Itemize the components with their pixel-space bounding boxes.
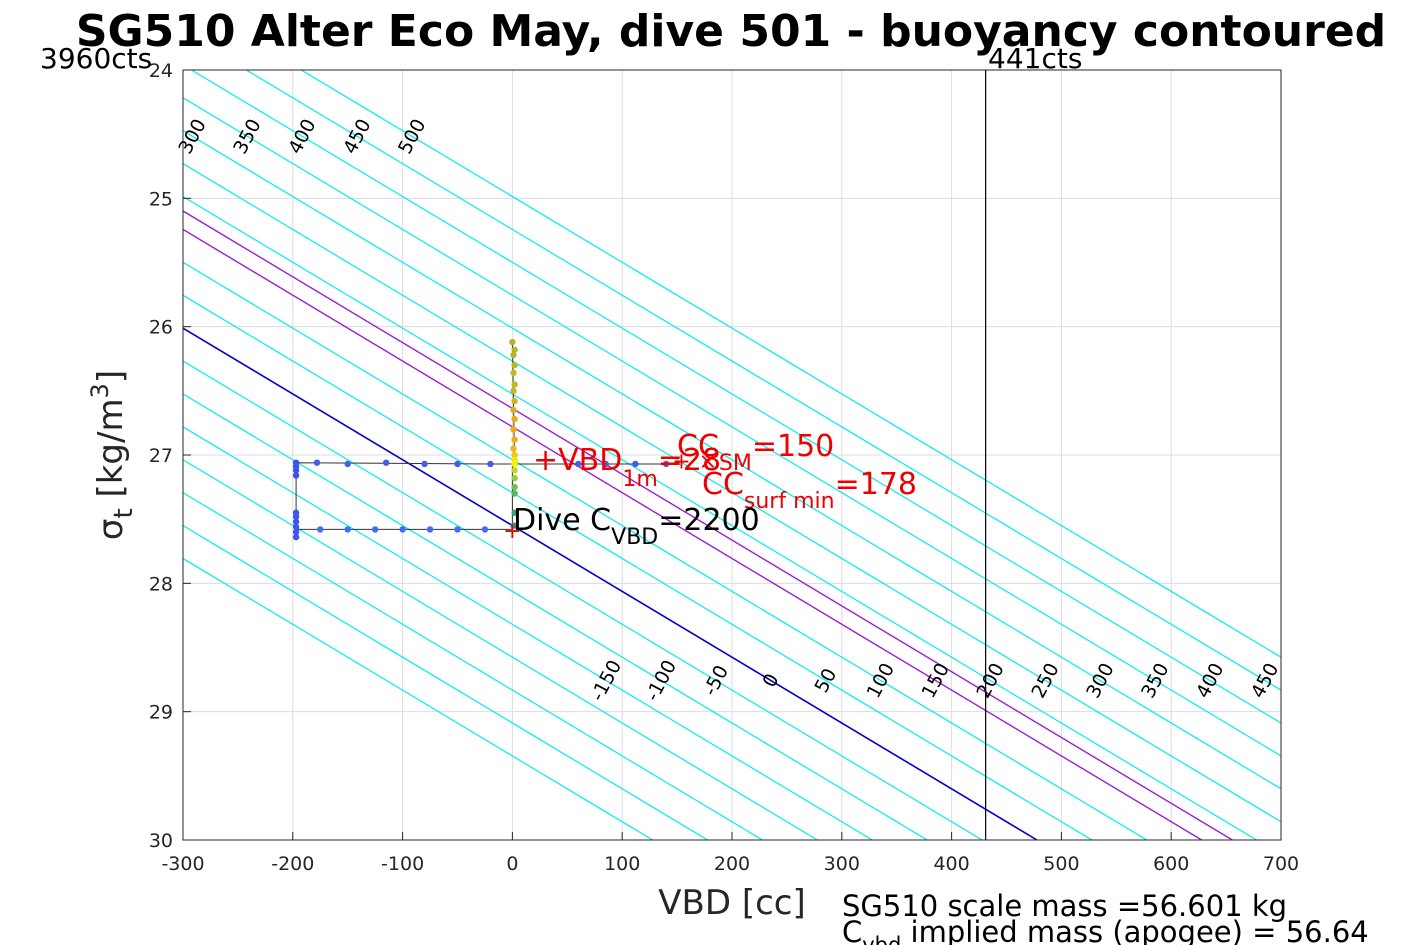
data-point [510,387,517,395]
buoyancy-contours [183,70,1281,840]
contour-line [301,70,1281,658]
data-point [511,361,518,369]
contour-line [183,228,1203,840]
data-point [292,523,300,531]
data-point [292,533,300,541]
data-point [421,460,428,468]
y-tick-label: 24 [149,60,173,82]
x-axis-label: VBD [cc] [658,883,806,923]
contour-line [183,426,873,840]
dive-cvbd-annotation: Dive CVBD=2200 [513,503,760,550]
contour-line [183,524,708,840]
y-tick-label: 27 [149,445,173,467]
data-point [454,460,461,468]
data-point [317,526,324,533]
y-tick-label: 29 [149,702,173,724]
data-point [509,338,516,346]
contour-line [183,130,1281,790]
contour-line [183,393,928,840]
cc-surf-min-annotation: CCsurf min=178 [702,467,917,514]
y-tick-label: 30 [149,830,173,852]
data-point [511,436,518,443]
contour-line [246,70,1281,691]
data-point [292,518,300,525]
data-point [426,526,434,533]
data-point [292,467,300,474]
y-tick-label: 25 [149,188,173,210]
y-tick-label: 26 [149,317,173,339]
chart-title: SG510 Alter Eco May, dive 501 - buoyancy… [76,6,1386,57]
data-point [487,460,494,468]
data-point [511,483,518,491]
data-point [662,460,670,468]
data-point [510,369,517,377]
data-point [511,474,518,482]
contour-line [191,70,1281,724]
x-tick-label: -100 [381,853,424,875]
data-point [292,528,300,536]
x-tick-label: 200 [714,853,750,875]
footer-scale-mass: SG510 scale mass =56.601 kg [842,889,1287,923]
data-point [510,351,517,359]
cc-sm-marker: + [672,449,690,474]
data-point [292,472,300,479]
data-point [382,459,390,466]
data-point [510,406,517,414]
x-tick-label: -300 [161,853,204,875]
data-point [454,526,461,533]
data-point [511,381,518,388]
data-point [511,490,518,497]
data-point [510,426,517,433]
contour-line [183,491,763,840]
data-point [371,526,379,533]
data-point [510,445,517,452]
contour-line [183,557,653,840]
data-point [292,513,300,520]
surface-marker: + [503,519,521,544]
footer-implied-mass: Cvbd implied mass (apogee) = 56.64 [842,915,1369,945]
data-point [632,460,639,468]
contour-line [183,360,983,840]
data-point [511,397,518,405]
cc-surf-marker: × [699,449,717,474]
data-point [313,459,321,466]
data-point [344,526,351,533]
chart-annotations: +VBD1m=28 CCSM=150 CCsurf min=178 Dive C… [513,429,917,550]
y-axis-label: σt [kg/m3] [86,370,139,540]
data-point [511,467,518,474]
data-point [602,460,609,468]
data-point [511,460,518,468]
data-point [481,526,489,533]
x-tick-label: 700 [1263,853,1299,875]
contour-line [183,327,1038,840]
contour-line [183,294,1093,840]
contour-line [183,162,1281,823]
dive-points: + + × [292,338,717,544]
y-tick-label: 28 [149,573,173,595]
x-tick-label: 600 [1153,853,1189,875]
vbd-1m-annotation: +VBD1m=28 [533,443,721,492]
data-point [511,509,518,516]
data-point [511,451,518,459]
corner-left-label: 3960cts [40,42,152,75]
x-tick-label: 500 [1043,853,1079,875]
data-point [511,415,518,423]
x-tick-label: 300 [824,853,860,875]
contour-line [183,261,1148,840]
data-point [510,522,517,529]
data-point [575,460,582,468]
x-tick-label: 100 [604,853,640,875]
x-tick-label: -200 [271,853,314,875]
contour-line [183,459,818,840]
axis-ticks: -300 -200 -100 0 100 200 300 400 500 600 700 24 25 26… [149,60,1299,875]
data-point [399,526,406,533]
data-point [344,460,351,468]
x-tick-label: 0 [506,853,518,875]
x-tick-label: 400 [933,853,969,875]
contour-line [183,210,1233,840]
cc-sm-annotation: CCSM=150 [677,429,834,476]
contour-line [183,97,1281,757]
data-point [511,346,518,353]
